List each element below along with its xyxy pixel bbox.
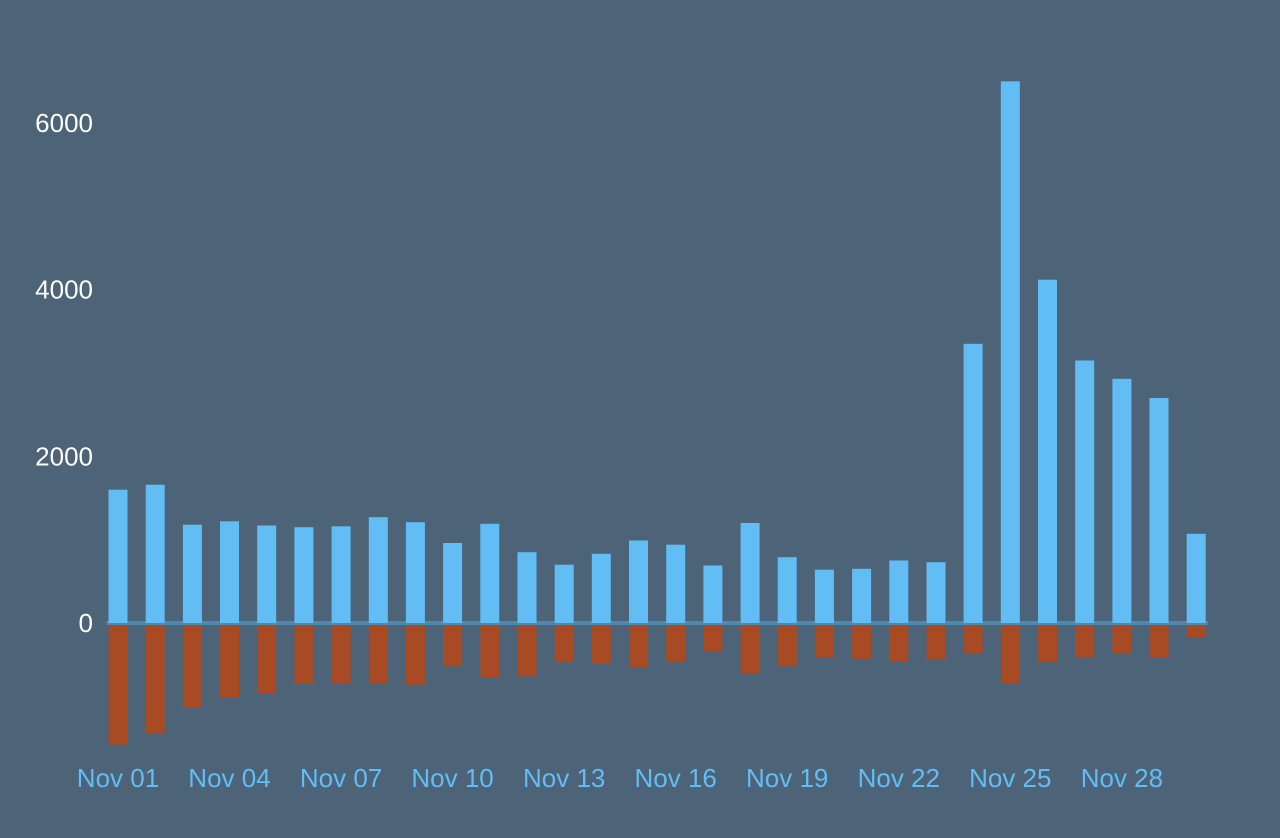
bar-negative-nov-03 xyxy=(182,623,202,708)
bar-positive-nov-22 xyxy=(889,560,909,623)
bar-positive-nov-03 xyxy=(182,524,202,623)
bar-negative-nov-08 xyxy=(368,623,388,683)
bar-negative-nov-22 xyxy=(889,623,909,662)
bar-negative-nov-02 xyxy=(145,623,165,734)
bar-negative-nov-11 xyxy=(480,623,500,678)
bar-negative-nov-13 xyxy=(554,623,574,663)
bar-positive-nov-15 xyxy=(629,540,648,623)
bar-negative-nov-07 xyxy=(331,623,351,684)
bar-positive-nov-13 xyxy=(554,564,574,623)
bar-negative-nov-14 xyxy=(591,623,611,664)
bar-positive-nov-17 xyxy=(703,565,723,623)
x-tick-label: Nov 25 xyxy=(969,763,1051,793)
bar-positive-nov-04 xyxy=(220,521,239,623)
y-tick-label: 2000 xyxy=(35,441,93,471)
bar-positive-nov-11 xyxy=(480,523,500,623)
bar-negative-nov-26 xyxy=(1038,623,1057,663)
bar-positive-nov-25 xyxy=(1000,81,1020,624)
bar-negative-nov-04 xyxy=(220,623,239,698)
bar-positive-nov-19 xyxy=(777,557,797,623)
bar-positive-nov-16 xyxy=(666,544,686,623)
bar-positive-nov-08 xyxy=(368,517,388,623)
bar-positive-nov-06 xyxy=(294,527,314,623)
bar-negative-nov-30 xyxy=(1186,623,1206,638)
x-tick-label: Nov 01 xyxy=(77,763,159,793)
x-axis: Nov 01 Nov 04 Nov 07 Nov 10 Nov 13 Nov 16 Nov … xyxy=(77,763,1163,793)
bar-negative-nov-01 xyxy=(108,623,128,745)
x-tick-label: Nov 07 xyxy=(300,763,382,793)
x-tick-label: Nov 22 xyxy=(858,763,940,793)
bar-negative-nov-29 xyxy=(1149,623,1169,658)
y-tick-label: 6000 xyxy=(35,108,93,138)
y-axis: 0 2000 4000 6000 xyxy=(35,108,93,638)
bar-negative-nov-06 xyxy=(294,623,314,684)
bar-negative-nov-18 xyxy=(740,623,760,673)
bar-negative-nov-05 xyxy=(257,623,277,694)
x-tick-label: Nov 28 xyxy=(1081,763,1163,793)
x-tick-label: Nov 16 xyxy=(635,763,717,793)
bar-negative-nov-25 xyxy=(1000,623,1020,684)
bar-negative-nov-23 xyxy=(926,623,946,660)
y-tick-label: 0 xyxy=(79,608,93,638)
bar-positive-nov-26 xyxy=(1038,279,1057,623)
bar-positive-nov-09 xyxy=(405,522,425,623)
bar-negative-nov-10 xyxy=(443,623,463,667)
bar-positive-nov-14 xyxy=(591,553,611,623)
x-tick-label: Nov 13 xyxy=(523,763,605,793)
bar-negative-nov-15 xyxy=(629,623,648,668)
bar-negative-nov-27 xyxy=(1075,623,1095,658)
positive-bars xyxy=(108,81,1206,624)
bar-positive-nov-30 xyxy=(1186,533,1206,623)
bar-positive-nov-18 xyxy=(740,523,760,623)
bar-negative-nov-16 xyxy=(666,623,686,663)
bar-positive-nov-29 xyxy=(1149,398,1169,623)
bar-positive-nov-24 xyxy=(963,343,983,623)
bar-positive-nov-27 xyxy=(1075,360,1095,623)
x-tick-label: Nov 04 xyxy=(188,763,270,793)
bar-negative-nov-12 xyxy=(517,623,537,677)
bar-positive-nov-02 xyxy=(145,484,165,623)
bar-positive-nov-05 xyxy=(257,525,277,623)
bar-positive-nov-21 xyxy=(852,568,872,623)
bar-positive-nov-01 xyxy=(108,489,128,623)
negative-bars xyxy=(108,623,1206,745)
bar-positive-nov-07 xyxy=(331,526,351,623)
bar-negative-nov-24 xyxy=(963,623,983,654)
x-tick-label: Nov 10 xyxy=(411,763,493,793)
bar-positive-nov-28 xyxy=(1112,378,1132,623)
bar-negative-nov-21 xyxy=(852,623,872,659)
x-tick-label: Nov 19 xyxy=(746,763,828,793)
bar-negative-nov-28 xyxy=(1112,623,1132,654)
bar-negative-nov-17 xyxy=(703,623,723,652)
bar-positive-nov-20 xyxy=(814,569,834,623)
bar-negative-nov-19 xyxy=(777,623,797,667)
bar-negative-nov-20 xyxy=(814,623,834,658)
bar-positive-nov-10 xyxy=(443,543,463,623)
bar-positive-nov-23 xyxy=(926,562,946,623)
y-tick-label: 4000 xyxy=(35,275,93,305)
bar-negative-nov-09 xyxy=(405,623,425,685)
bar-positive-nov-12 xyxy=(517,552,537,623)
